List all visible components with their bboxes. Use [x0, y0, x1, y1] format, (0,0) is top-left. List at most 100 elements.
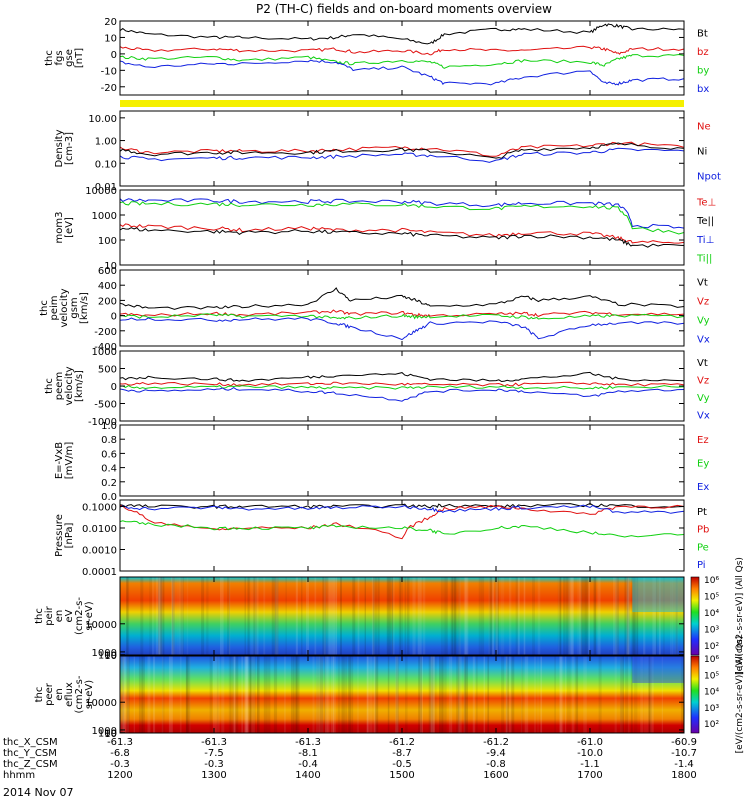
spectrogram-streak — [160, 577, 165, 655]
spectrogram-streak — [632, 577, 637, 655]
spectrogram-streak — [650, 656, 654, 733]
spectrogram-streak — [357, 577, 360, 655]
y-axis-label: velocity — [64, 366, 75, 405]
spectrogram-streak — [675, 577, 678, 655]
spectrogram-streak — [161, 656, 165, 733]
spectrogram-streak — [158, 577, 161, 655]
spectrogram-streak — [248, 656, 252, 733]
spectrogram-streak — [215, 656, 220, 733]
spectrogram-streak — [579, 577, 582, 655]
spectrogram-streak — [418, 656, 422, 733]
spectrogram-streak — [648, 656, 650, 733]
spectrogram-streak — [217, 656, 219, 733]
y-axis-label: sr-eV) — [84, 601, 95, 630]
spectrogram-streak — [464, 577, 469, 655]
spectrogram-streak — [508, 656, 512, 733]
ephemeris-value: -61.3 — [295, 737, 321, 748]
spectrogram-streak — [617, 577, 619, 655]
legend-Te||: Te|| — [696, 216, 714, 227]
spectrogram-streak — [491, 577, 495, 655]
spectrogram-streak — [671, 577, 674, 655]
y-tick-label: 10 — [104, 729, 117, 740]
ephemeris-value: -61.3 — [201, 737, 227, 748]
y-tick-label: 10 — [104, 33, 117, 44]
spectrogram-streak — [387, 656, 390, 733]
spectrogram-streak — [395, 656, 399, 733]
spectrogram-streak — [179, 577, 184, 655]
spectrogram-streak — [636, 577, 638, 655]
spectrogram-streak — [422, 577, 426, 655]
spectrogram-streak — [389, 577, 393, 655]
y-axis-label: thc — [34, 608, 45, 624]
spectrogram-streak — [323, 577, 326, 655]
y-axis-label: [mV/m] — [64, 442, 75, 480]
spectrogram-streak — [141, 577, 144, 655]
spectrogram-streak — [613, 577, 617, 655]
spectrogram-streak — [500, 577, 505, 655]
spectrogram-streak — [325, 577, 329, 655]
spectrogram-streak — [487, 656, 490, 733]
colorbar-tick-label: 10⁴ — [704, 609, 719, 619]
spectrogram-streak — [322, 577, 326, 655]
spectrogram-streak — [187, 656, 191, 733]
panel-peem_velocity: -1000 -500 0 500 1000 thc peem velocity [km/s] Vt… — [44, 347, 710, 428]
spectrogram-streak — [306, 577, 309, 655]
spectrogram-streak — [373, 577, 378, 655]
spectrogram-streak — [263, 577, 266, 655]
spectrogram-streak — [566, 577, 570, 655]
spectrogram-streak — [570, 577, 574, 655]
spectrogram-peer_eflux — [120, 656, 684, 733]
spectrogram-streak — [597, 577, 600, 655]
spectrogram-streak — [234, 656, 236, 733]
series-Vy — [119, 313, 685, 320]
figure-title: P2 (TH-C) fields and on-board moments ov… — [256, 2, 552, 16]
spectrogram-streak — [554, 656, 556, 733]
series-Vz — [119, 381, 685, 387]
spectrogram-streak — [570, 577, 574, 655]
y-axis-label: eflux — [64, 682, 75, 707]
y-tick-label: 1.00 — [95, 137, 117, 148]
y-tick-label: 0.0010 — [82, 546, 117, 557]
spectrogram-streak — [228, 656, 231, 733]
y-axis-label: peer — [44, 682, 55, 706]
spectrogram-streak — [524, 656, 529, 733]
y-tick-label: 1000 — [92, 726, 117, 737]
y-tick-label: 100 — [98, 729, 117, 740]
spectrogram-streak — [250, 577, 254, 655]
spectrogram-streak — [506, 656, 508, 733]
spectrogram-streak — [624, 577, 629, 655]
spectrogram-streak — [443, 656, 447, 733]
spectrogram-streak — [453, 577, 457, 655]
spectrogram-streak — [681, 656, 684, 733]
spectrogram-streak — [464, 577, 467, 655]
spectrogram-streak — [257, 656, 259, 733]
spectrogram-streak — [295, 656, 300, 733]
spectrogram-streak — [319, 656, 324, 733]
series-Vy — [119, 385, 685, 390]
series-by — [119, 53, 685, 69]
spectrogram-streak — [312, 656, 315, 733]
spectrogram-streak — [674, 577, 679, 655]
spectrogram-streak — [251, 656, 255, 733]
spectrogram-streak — [583, 656, 587, 733]
spectrogram-streak — [340, 577, 342, 655]
spectrogram-streak — [404, 577, 407, 655]
spectrogram-streak — [176, 577, 180, 655]
spectrogram-streak — [505, 656, 508, 733]
y-tick-label: 100 — [98, 236, 117, 247]
legend-Ti||: Ti|| — [696, 254, 712, 265]
spectrogram-streak — [314, 577, 317, 655]
y-tick-label: 500 — [98, 365, 117, 376]
spectrogram-streak — [488, 577, 490, 655]
y-axis-label: (cm2-s- — [74, 675, 85, 713]
spectrogram-streak — [161, 656, 164, 733]
spectrogram-streak — [620, 656, 624, 733]
colorbar-tick-label: 10⁶ — [704, 655, 719, 665]
y-tick-label: 0.0100 — [82, 524, 117, 535]
spectrogram-streak — [323, 577, 325, 655]
y-tick-label: 20 — [104, 17, 117, 28]
x-axis-ephemeris: thc_X_CSM -61.3 -61.3 -61.3 -61.2 -61.2 -61.0-… — [3, 21, 697, 781]
spectrogram-streak — [257, 656, 260, 733]
